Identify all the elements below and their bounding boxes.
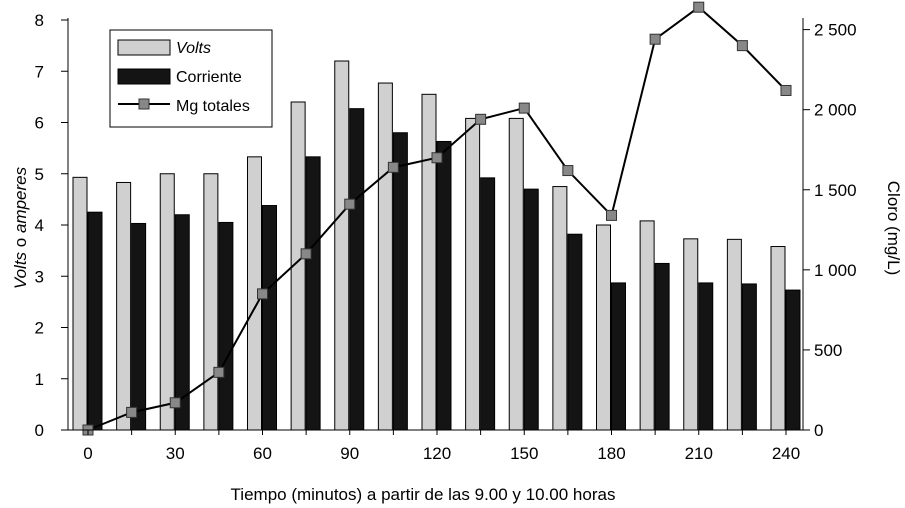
- bar-volts: [596, 224, 611, 431]
- y-axis-right-label: Cloro (mg/L): [884, 181, 903, 275]
- y-tick-label-right: 2 000: [814, 101, 857, 120]
- x-tick-label: 180: [597, 444, 625, 463]
- bar-volts: [72, 176, 88, 431]
- x-tick-label: 0: [83, 444, 92, 463]
- bar-volts: [726, 238, 742, 431]
- bar-corriente: [218, 221, 234, 431]
- bar-corriente: [567, 233, 583, 431]
- legend-swatch-volts: [117, 39, 171, 56]
- bar-volts: [552, 186, 568, 431]
- y-tick-label-left: 8: [35, 11, 44, 30]
- y-axis-label-part: Volts: [11, 251, 30, 289]
- x-axis-label: Tiempo (minutos) a partir de las 9.00 y …: [231, 485, 616, 504]
- line-marker-mg: [736, 40, 748, 52]
- line-marker-mg: [387, 161, 399, 173]
- y-tick-label-right: 2 500: [814, 21, 857, 40]
- bar-corriente: [785, 289, 801, 431]
- axes-layer: 0 1 2 3 4 5 6 7 8 0 500 1 000 1 500 2 000 2 500 0 30 60 90…: [35, 11, 857, 463]
- bar-volts: [377, 82, 393, 431]
- line-marker-mg: [606, 209, 617, 221]
- bar-corriente: [654, 262, 670, 431]
- x-tick-label: 240: [772, 444, 800, 463]
- bar-volts: [770, 246, 786, 431]
- line-marker-mg: [126, 406, 138, 418]
- bar-volts: [421, 93, 437, 431]
- bar-corriente: [87, 211, 103, 431]
- x-tick-label: 210: [685, 444, 713, 463]
- bar-corriente: [741, 283, 757, 431]
- y-tick-label-right: 1 000: [814, 261, 857, 280]
- bar-volts: [116, 181, 132, 431]
- bar-volts: [508, 117, 524, 431]
- bar-volts: [334, 60, 350, 431]
- legend-marker-mg: [138, 98, 150, 110]
- y-axis-label-part: o: [11, 233, 30, 252]
- bar-corriente: [131, 222, 147, 431]
- y-tick-label-left: 1: [35, 370, 44, 389]
- line-marker-mg: [780, 84, 792, 96]
- bar-layer: [72, 60, 801, 431]
- y-axis-label: Volts o amperes: [11, 166, 30, 289]
- y-tick-label-right: 1 500: [814, 181, 857, 200]
- line-marker-mg: [562, 165, 574, 177]
- bar-corriente: [392, 132, 408, 431]
- bar-corriente: [349, 108, 365, 431]
- bar-corriente: [262, 205, 277, 431]
- bar-corriente: [611, 282, 626, 431]
- legend-swatch-corriente: [117, 68, 171, 85]
- x-tick-label: 120: [423, 444, 451, 463]
- bar-volts: [639, 220, 655, 431]
- y-tick-label-left: 3: [35, 267, 44, 286]
- bar-corriente: [480, 177, 496, 431]
- line-marker-mg: [693, 1, 705, 13]
- y-tick-label-left: 6: [35, 114, 44, 133]
- y-tick-label-left: 0: [35, 421, 44, 440]
- line-marker-mg: [300, 248, 312, 260]
- bar-corriente: [523, 188, 539, 431]
- line-marker-mg: [344, 198, 356, 210]
- legend: Volts Corriente Mg totales: [109, 29, 273, 128]
- y-axis-label-part: amperes: [11, 166, 30, 233]
- bar-volts: [683, 238, 699, 431]
- bar-corriente: [436, 140, 452, 431]
- bar-volts: [159, 173, 175, 431]
- y-tick-label-left: 5: [35, 165, 44, 184]
- y-tick-label-left: 2: [35, 319, 44, 338]
- y-tick-label-right: 0: [814, 421, 823, 440]
- bar-corriente: [698, 282, 714, 431]
- line-marker-mg: [649, 33, 661, 45]
- legend-label-corriente: Corriente: [176, 69, 242, 86]
- legend-label-mg: Mg totales: [176, 98, 250, 115]
- x-tick-label: 60: [253, 444, 272, 463]
- x-tick-label: 90: [340, 444, 359, 463]
- y-tick-label-right: 500: [814, 341, 842, 360]
- x-tick-label: 30: [166, 444, 185, 463]
- bar-volts: [465, 117, 481, 431]
- y-tick-label-left: 4: [35, 216, 44, 235]
- y-tick-label-left: 7: [35, 62, 44, 81]
- bar-volts: [203, 173, 219, 431]
- line-marker-mg: [431, 152, 443, 164]
- x-tick-label: 150: [510, 444, 538, 463]
- line-marker-mg: [169, 397, 181, 409]
- line-marker-mg: [475, 113, 487, 125]
- line-marker-mg: [518, 102, 530, 114]
- bar-corriente: [305, 156, 321, 431]
- line-marker-mg: [213, 366, 225, 378]
- legend-label-volts: Volts: [176, 40, 211, 57]
- line-marker-mg: [257, 288, 268, 300]
